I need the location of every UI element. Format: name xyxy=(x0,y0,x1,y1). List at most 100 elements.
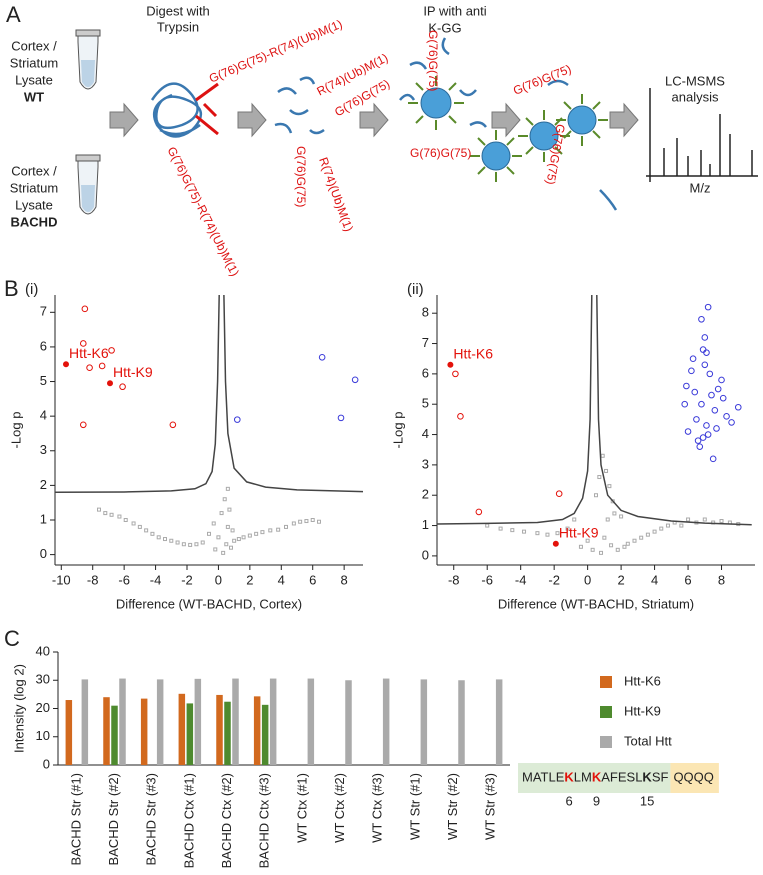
point xyxy=(181,542,186,547)
point xyxy=(475,508,483,516)
point xyxy=(304,519,309,524)
point xyxy=(703,349,710,356)
y-tick-label: 3 xyxy=(422,456,429,471)
x-tick-label: -4 xyxy=(150,572,162,587)
y-tick-label: 6 xyxy=(40,338,47,353)
point xyxy=(169,421,177,429)
point xyxy=(485,523,490,528)
x-tick-label: WT Ctx (#1) xyxy=(294,773,309,843)
bar xyxy=(224,701,231,765)
x-tick-label: WT Ctx (#3) xyxy=(370,773,385,843)
peptides xyxy=(274,76,325,135)
point xyxy=(216,535,221,540)
point xyxy=(704,303,712,311)
step-label: LC-MSMS xyxy=(665,73,725,88)
peptides xyxy=(399,37,487,128)
point xyxy=(254,531,259,536)
point xyxy=(241,535,246,540)
sequence-segment: LM xyxy=(574,769,592,784)
x-tick-label: BACHD Ctx (#2) xyxy=(219,773,234,868)
spectrum xyxy=(646,88,758,182)
sequence-segment: MATLE xyxy=(522,769,565,784)
tube-lysate xyxy=(81,60,95,87)
point xyxy=(723,413,730,420)
point xyxy=(156,535,161,540)
point xyxy=(188,542,193,547)
peptide-label: G(76)G(75) xyxy=(511,62,573,98)
point xyxy=(225,524,230,529)
point xyxy=(698,400,705,408)
point xyxy=(310,518,315,522)
point xyxy=(694,437,702,444)
x-tick-label: 4 xyxy=(651,572,658,587)
x-tick-label: -6 xyxy=(118,572,130,587)
x-tick-label: 6 xyxy=(309,572,316,587)
point xyxy=(565,526,570,531)
x-tick-label: BACHD Str (#2) xyxy=(106,773,121,865)
x-tick-label: 0 xyxy=(215,572,222,587)
legend-label: Htt-K9 xyxy=(624,703,661,718)
point xyxy=(639,535,644,540)
sequence-position: 9 xyxy=(593,793,600,808)
point xyxy=(590,547,595,552)
y-tick-label: 2 xyxy=(40,477,47,492)
point xyxy=(602,535,607,540)
point xyxy=(572,517,577,522)
point xyxy=(615,547,620,552)
point xyxy=(213,547,218,552)
beads xyxy=(408,76,608,182)
point xyxy=(123,518,128,522)
point xyxy=(698,315,705,323)
point xyxy=(221,550,226,555)
sequence-segment: K xyxy=(592,769,602,784)
y-tick-label: 2 xyxy=(422,487,429,502)
x-tick-label: -4 xyxy=(515,572,527,587)
point xyxy=(194,542,199,547)
point xyxy=(131,521,136,526)
point xyxy=(711,406,719,414)
point xyxy=(679,523,684,528)
x-tick-label: -2 xyxy=(548,572,560,587)
subtitle: (i) xyxy=(25,281,38,298)
point xyxy=(632,538,637,543)
bar xyxy=(186,703,194,765)
legend-label: Total Htt xyxy=(624,733,672,748)
step-label: K-GG xyxy=(428,20,461,35)
y-tick-label: 8 xyxy=(422,305,429,320)
peptide-label: G(76)G(75) xyxy=(426,30,440,91)
point-label: Htt-K6 xyxy=(69,345,109,361)
x-tick-label: 2 xyxy=(246,572,253,587)
y-tick-label: 4 xyxy=(40,408,47,423)
point xyxy=(665,523,670,528)
bar xyxy=(156,679,164,765)
x-tick-label: WT Str (#1) xyxy=(407,773,422,840)
y-tick-label: 7 xyxy=(40,304,47,319)
y-tick-label: 0 xyxy=(43,756,50,771)
x-tick-label: BACHD Ctx (#1) xyxy=(181,773,196,868)
point xyxy=(609,543,614,548)
arrow xyxy=(609,102,639,138)
point xyxy=(97,507,101,512)
point xyxy=(247,533,252,538)
point xyxy=(318,354,326,361)
step-label: IP with anti xyxy=(423,3,486,18)
point xyxy=(298,519,303,524)
arrows xyxy=(109,102,639,138)
x-tick-label: -6 xyxy=(481,572,493,587)
y-tick-label: 4 xyxy=(422,426,429,441)
y-axis-title: -Log p xyxy=(390,412,405,449)
peptide-label: G(76)G(75) xyxy=(410,146,471,160)
point xyxy=(317,519,321,524)
peptide-label: G(76)G(75)-R(74)(Ub)M(1) xyxy=(207,17,344,86)
threshold-curve xyxy=(54,294,364,494)
point xyxy=(619,514,624,519)
x-tick-label: BACHD Ctx (#3) xyxy=(257,773,272,868)
protein xyxy=(150,82,202,138)
tube-cap xyxy=(75,154,101,162)
point xyxy=(718,376,725,384)
point xyxy=(117,514,122,519)
y-tick-label: 20 xyxy=(36,700,50,715)
point xyxy=(578,544,583,549)
point xyxy=(79,421,87,429)
arrow xyxy=(109,102,139,138)
